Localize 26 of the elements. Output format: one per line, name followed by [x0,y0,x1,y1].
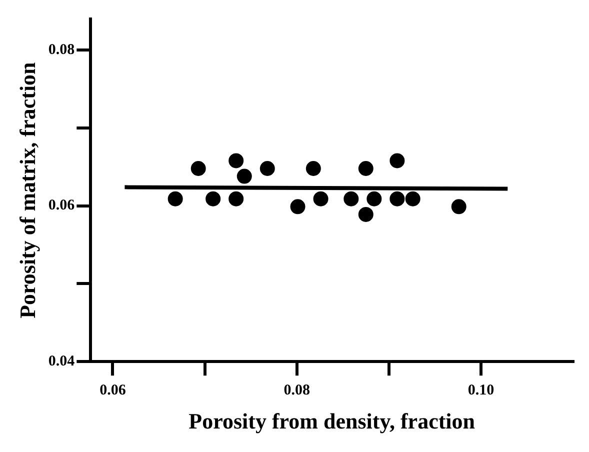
point [290,199,306,214]
point [358,161,374,176]
point [451,199,466,214]
point [236,168,252,184]
point [405,191,420,206]
point [306,161,321,176]
y-tick-label: 0.04 [48,353,76,370]
point [344,191,359,206]
point [168,191,183,206]
point [358,206,374,222]
point [390,153,405,168]
x-tick-label: 0.06 [100,382,126,398]
point [190,161,206,176]
x-axis-title: Porosity from density, fraction [188,408,476,434]
point [260,161,275,176]
y-tick-label: 0.08 [48,42,75,58]
y-axis-title: Porosity of matrix, fraction [14,62,40,318]
point [366,191,382,206]
point [228,191,244,206]
point [228,153,244,168]
y-tick-label: 0.06 [48,198,76,214]
point [390,191,405,206]
point [313,191,328,206]
point [206,191,221,206]
x-tick-label: 0.08 [284,382,310,398]
x-tick-label: 0.10 [468,382,494,398]
